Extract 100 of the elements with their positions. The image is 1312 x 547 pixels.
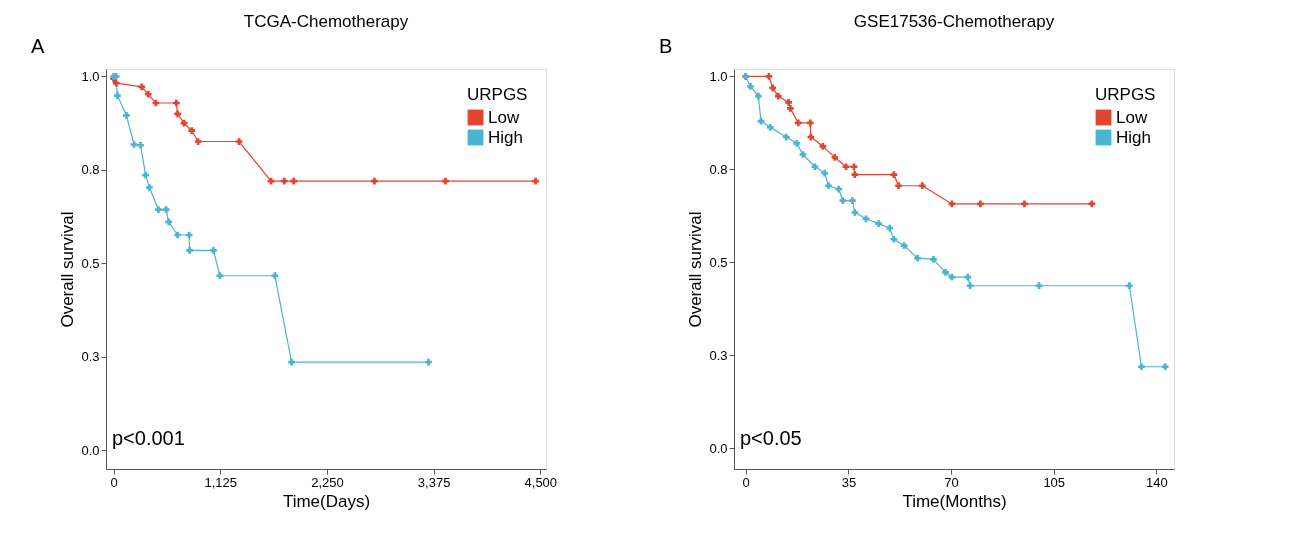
point — [900, 242, 908, 249]
point — [165, 218, 173, 226]
point — [188, 127, 196, 135]
point — [930, 255, 937, 263]
point — [1138, 363, 1145, 371]
point — [216, 272, 224, 280]
point — [146, 184, 153, 191]
point — [210, 246, 217, 254]
x-tick-label: 105 — [1043, 474, 1066, 490]
point — [137, 141, 144, 149]
x-tick-label: 35 — [841, 474, 857, 490]
point — [442, 177, 449, 185]
annotation: p<0.001 — [112, 427, 185, 449]
point — [280, 177, 288, 185]
point — [785, 99, 792, 106]
legend-label: Low — [488, 107, 520, 127]
y-tick-label: 0.0 — [81, 442, 100, 458]
chart-title: TCGA-Chemotherapy — [243, 12, 409, 31]
legend-title: URPGS — [467, 85, 528, 104]
point — [839, 197, 847, 204]
point — [875, 220, 882, 227]
point — [948, 273, 956, 281]
x-tick-label: 2,250 — [311, 474, 344, 490]
point — [811, 163, 819, 171]
point — [1035, 282, 1043, 290]
point — [851, 209, 859, 216]
point — [966, 282, 974, 290]
point — [271, 272, 279, 280]
point — [186, 246, 193, 254]
point — [831, 154, 839, 161]
x-tick-label: 1,125 — [204, 474, 238, 490]
point — [774, 92, 782, 100]
y-axis-title: Overall survival — [686, 211, 706, 328]
legend-label: Low — [1116, 107, 1148, 127]
point — [942, 268, 949, 276]
point — [235, 138, 243, 145]
point — [142, 171, 149, 179]
y-tick-label: 0.8 — [81, 162, 100, 178]
point — [130, 141, 138, 148]
x-tick-label: 3,375 — [417, 474, 451, 490]
point — [290, 177, 298, 185]
point — [174, 231, 181, 239]
point — [532, 177, 539, 185]
point — [850, 163, 858, 171]
point — [288, 358, 295, 366]
annotation: p<0.05 — [740, 427, 802, 449]
point — [1161, 363, 1169, 371]
point — [786, 105, 794, 112]
legend-title: URPGS — [1095, 85, 1156, 104]
legend-label: High — [488, 127, 523, 147]
point — [114, 92, 121, 99]
point — [162, 206, 170, 213]
point — [895, 182, 902, 190]
y-tick-label: 0.3 — [81, 349, 100, 365]
point — [825, 182, 832, 190]
point — [144, 90, 152, 98]
point — [1021, 200, 1028, 208]
point — [794, 119, 802, 127]
point — [185, 231, 193, 239]
x-tick-label: 0 — [110, 474, 118, 490]
point — [890, 171, 898, 178]
point — [964, 273, 972, 281]
point — [371, 177, 378, 185]
point — [793, 140, 801, 147]
text: A — [31, 35, 45, 57]
point — [767, 124, 774, 131]
chart-title: GSE17536-Chemotherapy — [853, 12, 1055, 31]
x-axis-title: Time(Days) — [282, 491, 371, 511]
y-tick-label: 0.3 — [709, 347, 728, 363]
legend-label: High — [1116, 127, 1151, 147]
point — [173, 99, 180, 107]
y-axis-title: Overall survival — [58, 211, 78, 328]
y-tick-label: 1.0 — [81, 68, 100, 84]
point — [835, 185, 843, 193]
y-tick-label: 0.0 — [709, 440, 728, 456]
point — [138, 83, 146, 91]
point — [765, 73, 773, 80]
point — [747, 83, 754, 90]
point — [806, 119, 814, 127]
y-tick-label: 0.5 — [709, 254, 728, 270]
point — [842, 163, 850, 171]
point — [819, 142, 827, 150]
point — [194, 138, 202, 145]
point — [754, 92, 762, 100]
point — [886, 224, 894, 232]
point — [821, 169, 828, 177]
point — [977, 200, 984, 208]
y-tick-label: 0.8 — [709, 161, 728, 177]
point — [890, 235, 898, 243]
x-tick-label: 0 — [742, 474, 750, 490]
point — [425, 358, 432, 366]
point — [769, 84, 777, 92]
point — [782, 133, 790, 141]
point — [851, 171, 859, 178]
point — [123, 112, 130, 119]
x-axis-title: Time(Months) — [902, 491, 1007, 511]
point — [1126, 282, 1133, 290]
point — [174, 110, 181, 118]
point — [849, 197, 856, 204]
point — [914, 254, 921, 262]
